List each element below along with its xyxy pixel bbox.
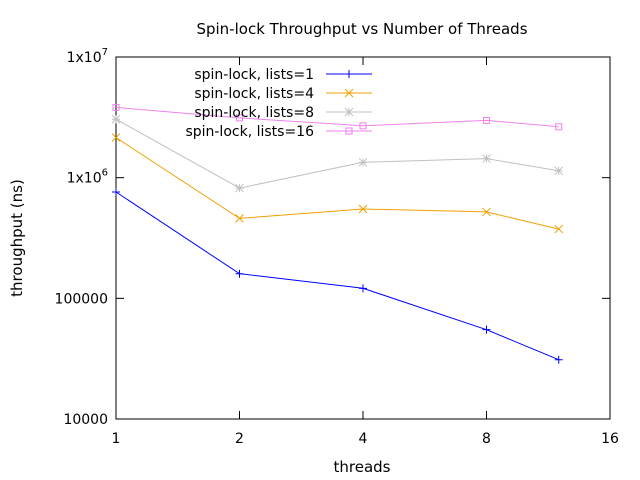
x-tick-label: 8	[482, 431, 491, 447]
legend: spin-lock, lists=1 spin-lock, lists=4 spin…	[185, 67, 372, 140]
data-point	[344, 88, 354, 98]
y-tick-label: 1x107	[67, 47, 108, 66]
legend-label: spin-lock, lists=16	[185, 124, 314, 140]
axis-ticks: 1 2 4 8 16 10000 100000 1x106 1x107	[55, 47, 619, 447]
x-tick-label: 4	[359, 431, 368, 447]
series	[111, 114, 564, 193]
data-point	[482, 325, 491, 334]
data-point	[345, 70, 353, 78]
data-point	[482, 207, 491, 217]
data-point	[235, 214, 244, 223]
data-point	[359, 284, 367, 293]
data-point	[482, 154, 491, 163]
y-tick-label: 10000	[63, 412, 108, 428]
data-point	[483, 116, 490, 124]
data-point	[358, 204, 368, 214]
data-point	[111, 114, 121, 124]
data-point	[555, 123, 563, 131]
data-point	[554, 166, 564, 176]
series-line	[115, 191, 559, 361]
series-line	[115, 137, 559, 230]
series	[112, 103, 563, 131]
series-line	[115, 106, 559, 128]
chart-title: Spin-lock Throughput vs Number of Thread…	[196, 20, 527, 38]
series-lines	[111, 103, 564, 364]
data-point	[554, 355, 563, 364]
data-point	[554, 224, 564, 234]
x-tick-label: 2	[235, 431, 244, 447]
legend-label: spin-lock, lists=8	[194, 105, 314, 121]
x-tick-label: 16	[601, 431, 619, 447]
legend-label: spin-lock, lists=4	[194, 86, 314, 102]
data-point	[344, 107, 354, 117]
data-point	[359, 122, 367, 130]
data-point	[358, 157, 368, 167]
plot-area	[115, 56, 611, 420]
x-axis-label: threads	[334, 458, 391, 476]
series-line	[115, 118, 559, 189]
y-tick-label: 100000	[55, 291, 108, 307]
x-tick-label: 1	[112, 431, 121, 447]
series	[111, 133, 564, 234]
data-point	[236, 114, 243, 122]
y-axis-label: throughput (ns)	[8, 179, 26, 297]
data-point	[112, 103, 120, 111]
legend-label: spin-lock, lists=1	[194, 67, 314, 83]
y-tick-label: 1x106	[67, 168, 108, 187]
data-point	[235, 269, 244, 278]
data-point	[345, 127, 353, 135]
data-point	[111, 133, 121, 142]
data-point	[235, 183, 244, 193]
data-point	[112, 188, 120, 197]
series	[112, 188, 563, 364]
